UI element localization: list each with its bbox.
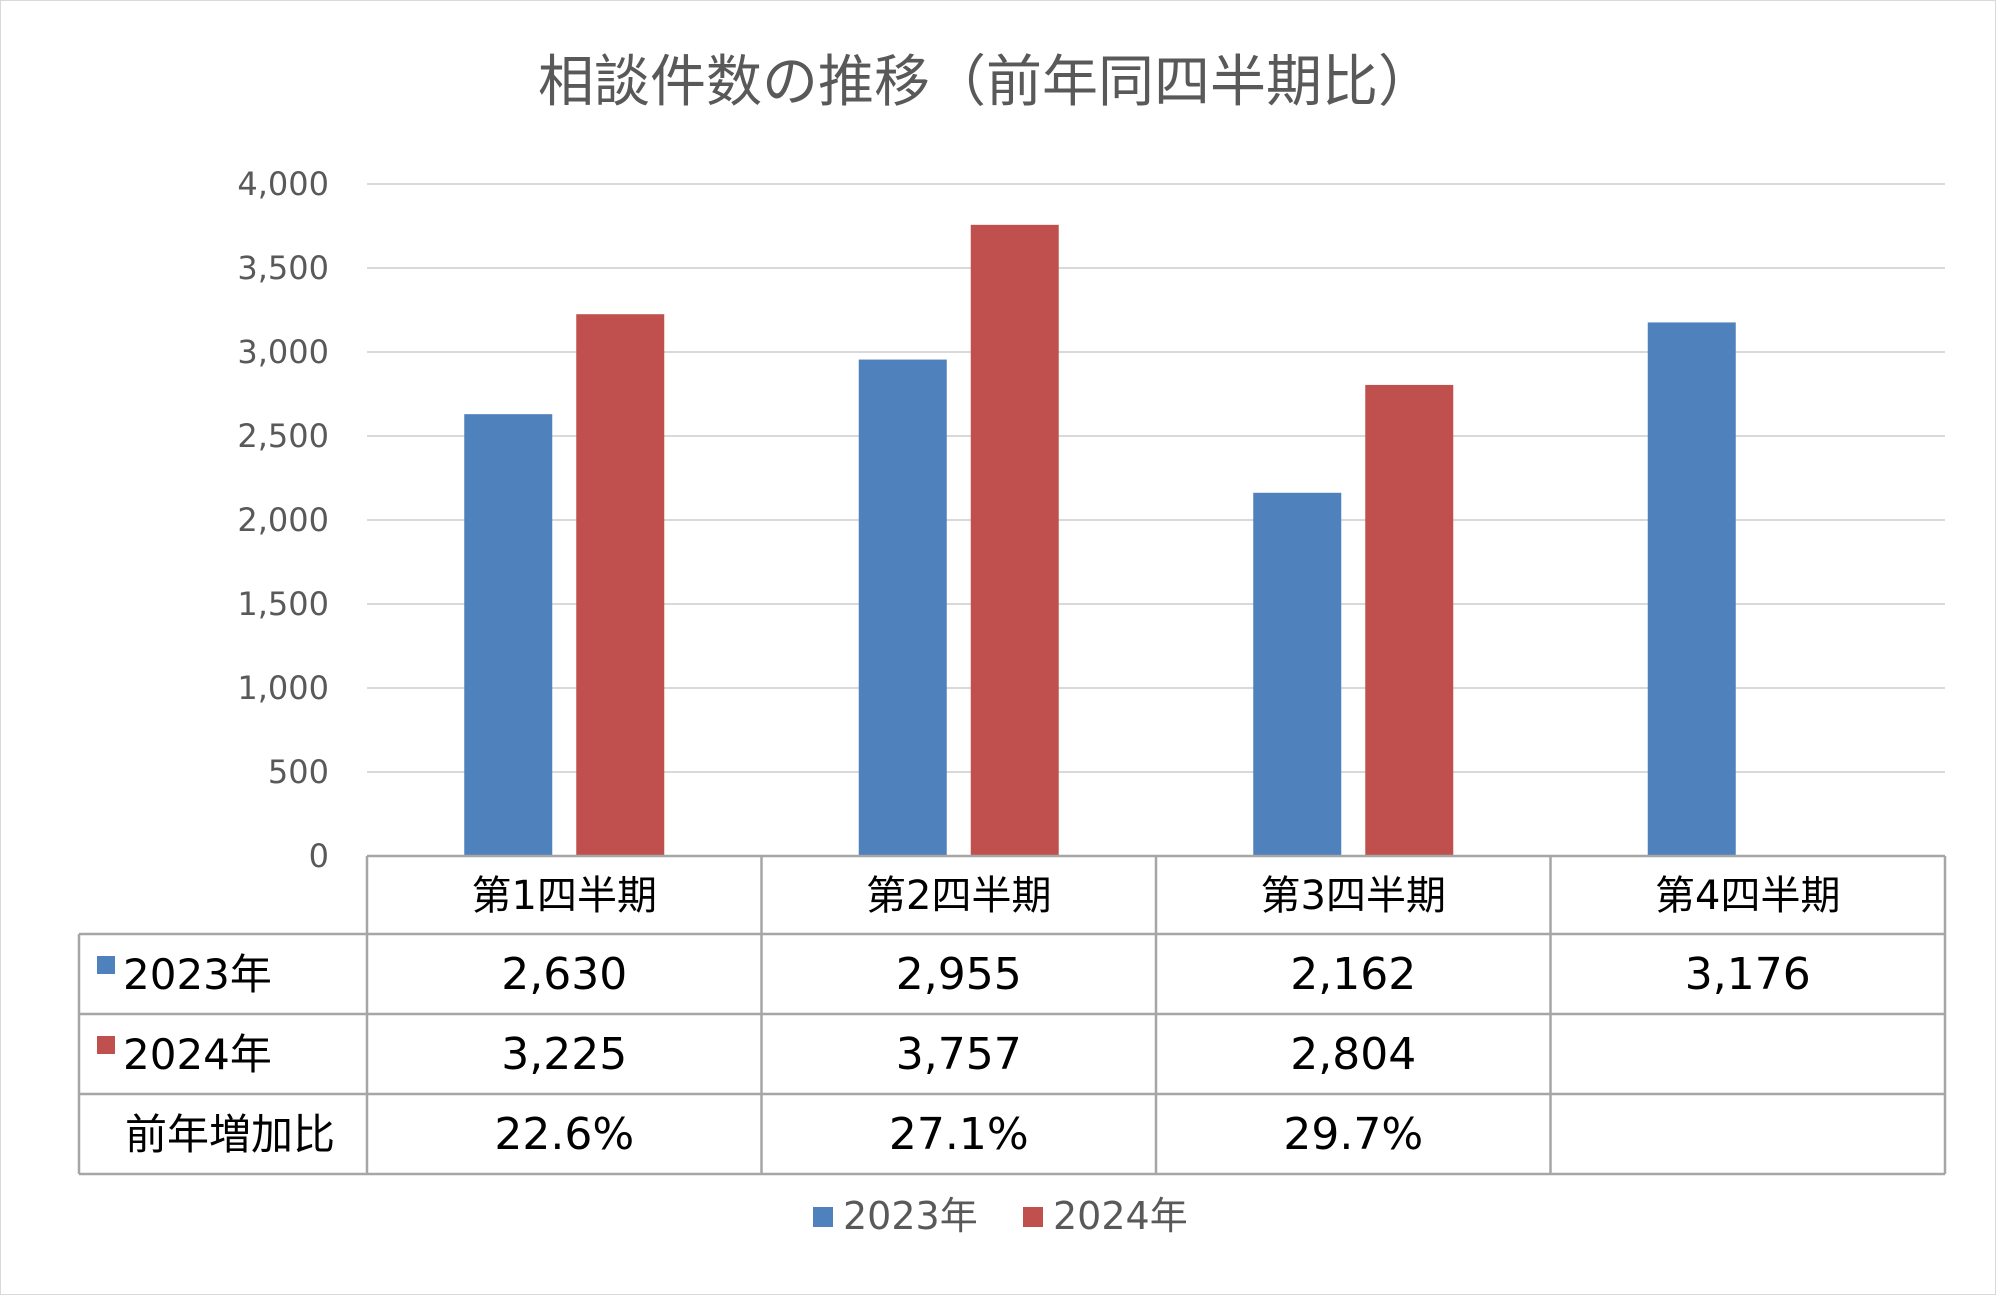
legend-key bbox=[813, 1207, 833, 1227]
bar-2024年-第2四半期 bbox=[970, 224, 1059, 857]
y-tick-label: 1,000 bbox=[237, 669, 329, 707]
data-table: 第1四半期 第2四半期 第3四半期 第4四半期 2023年 2,630 2,955 2,162… bbox=[77, 854, 1947, 1176]
bar-2023年-第1四半期 bbox=[464, 414, 553, 856]
table-row-label: 2024年 bbox=[123, 1030, 272, 1079]
table-row-label: 2023年 bbox=[123, 950, 272, 999]
row-legend-key bbox=[97, 1036, 115, 1054]
table-cell-value: 3,176 bbox=[1685, 949, 1811, 1000]
y-tick-label: 1,500 bbox=[237, 585, 329, 623]
bar-2023年-第4四半期 bbox=[1647, 322, 1736, 856]
table-cell-value: 3,225 bbox=[501, 1029, 627, 1080]
y-tick-label: 3,000 bbox=[237, 333, 329, 371]
y-tick-label: 500 bbox=[268, 753, 329, 791]
table-cell-value: 2,162 bbox=[1290, 949, 1416, 1000]
bar-2024年-第1四半期 bbox=[576, 314, 665, 856]
bar-2023年-第2四半期 bbox=[858, 359, 947, 856]
row-legend-key bbox=[97, 956, 115, 974]
table-cell-value: 2,955 bbox=[896, 949, 1022, 1000]
table-cell-value: 27.1% bbox=[889, 1109, 1029, 1160]
category-label: 第3四半期 bbox=[1261, 873, 1446, 919]
table-row-label: 前年増加比 bbox=[125, 1110, 335, 1159]
legend: 2023年 2024年 bbox=[813, 1194, 1188, 1238]
table-cell-value: 3,757 bbox=[896, 1029, 1022, 1080]
bar-2024年-第3四半期 bbox=[1365, 384, 1454, 856]
y-tick-label: 0 bbox=[309, 837, 329, 875]
y-tick-label: 2,000 bbox=[237, 501, 329, 539]
bar-2023年-第3四半期 bbox=[1253, 492, 1342, 856]
category-label: 第4四半期 bbox=[1655, 873, 1840, 919]
bars bbox=[464, 224, 1736, 857]
category-label: 第2四半期 bbox=[866, 873, 1051, 919]
y-axis-ticks: 0 500 1,000 1,500 2,000 2,500 3,000 3,500 4,000 bbox=[237, 165, 329, 875]
table-cell-value: 2,630 bbox=[501, 949, 627, 1000]
chart-title: 相談件数の推移（前年同四半期比） bbox=[538, 50, 1434, 115]
table-cell-value: 2,804 bbox=[1290, 1029, 1416, 1080]
category-label: 第1四半期 bbox=[472, 873, 657, 919]
legend-label: 2024年 bbox=[1053, 1194, 1188, 1238]
y-tick-label: 2,500 bbox=[237, 417, 329, 455]
y-tick-label: 3,500 bbox=[237, 249, 329, 287]
legend-key bbox=[1023, 1207, 1043, 1227]
table-cell-value: 22.6% bbox=[494, 1109, 634, 1160]
y-tick-label: 4,000 bbox=[237, 165, 329, 203]
table-cell-value: 29.7% bbox=[1283, 1109, 1423, 1160]
legend-label: 2023年 bbox=[843, 1194, 978, 1238]
